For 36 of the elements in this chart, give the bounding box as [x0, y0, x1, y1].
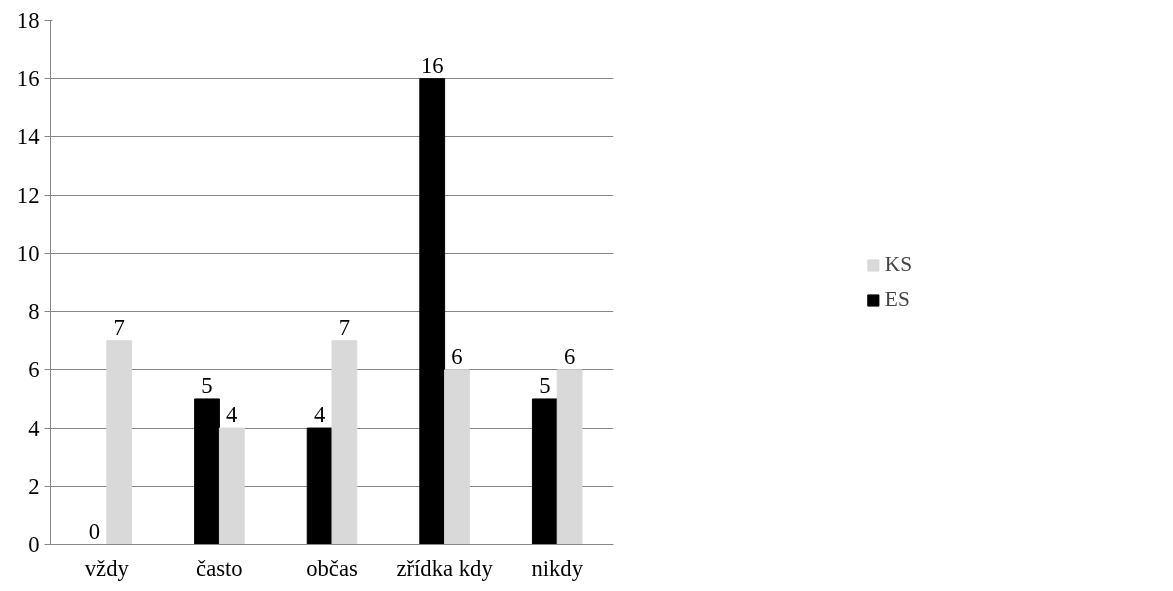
data-label: 16 — [420, 52, 444, 78]
y-tick-label: 2 — [28, 473, 40, 499]
bar — [556, 369, 583, 545]
data-label: 5 — [539, 372, 551, 398]
bar — [306, 427, 333, 545]
y-tick-label: 8 — [28, 299, 40, 325]
y-tick-label: 10 — [16, 240, 40, 266]
data-label: 6 — [451, 343, 463, 369]
x-tick-label: často — [196, 555, 243, 581]
y-tick-label: 6 — [28, 357, 40, 383]
y-tick-label: 16 — [16, 66, 40, 92]
x-tick-label: vždy — [84, 555, 130, 581]
data-label: 7 — [113, 314, 125, 340]
y-tick-label: 4 — [28, 415, 40, 441]
legend-label: ES — [884, 287, 910, 312]
data-label: 4 — [313, 402, 326, 428]
x-tick-label: občas — [306, 555, 358, 581]
legend-label: KS — [884, 252, 913, 277]
y-tick-label: 14 — [16, 124, 40, 150]
data-label: 6 — [563, 343, 576, 369]
bar — [331, 340, 358, 545]
x-tick-label: nikdy — [531, 555, 584, 581]
x-tick-label: zřídka kdy — [396, 555, 494, 581]
bar — [531, 398, 558, 545]
data-label: 7 — [338, 314, 351, 340]
data-label: 5 — [201, 372, 213, 398]
y-tick-label: 12 — [16, 182, 40, 208]
data-label: 4 — [226, 402, 238, 428]
bar — [419, 78, 446, 545]
bar — [106, 340, 133, 545]
bar — [444, 369, 470, 545]
bar — [218, 427, 245, 545]
data-label: 0 — [88, 518, 101, 544]
y-tick-label: 18 — [16, 8, 40, 33]
y-tick-label: 0 — [28, 532, 40, 557]
bar — [194, 398, 220, 545]
